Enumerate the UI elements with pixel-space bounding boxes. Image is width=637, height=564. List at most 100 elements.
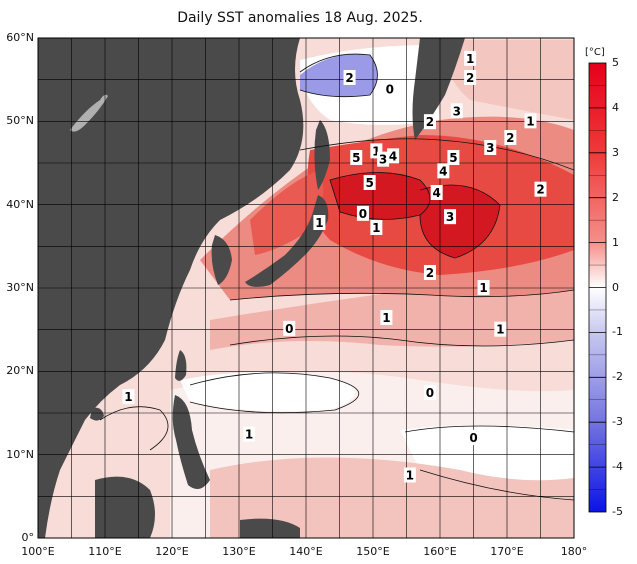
contour-label-box	[350, 150, 363, 165]
contour-label: 4	[437, 163, 450, 179]
contour-label-text: 3	[446, 210, 454, 224]
contour-label-box	[504, 130, 517, 145]
contour-label: 3	[377, 151, 390, 167]
contour-label-box	[423, 265, 436, 280]
contour-label: 1	[370, 220, 383, 235]
contour-label-box	[430, 185, 443, 200]
contour-label-text: 0	[386, 83, 394, 97]
contour-label-box	[403, 467, 416, 483]
contour-label-box	[313, 215, 326, 230]
contour-label-box	[450, 103, 463, 119]
contour-label-box	[383, 81, 396, 97]
contour-label-text: 4	[439, 164, 447, 178]
contour-label: 1	[122, 389, 135, 405]
contour-label-text: 0	[285, 322, 293, 336]
map-frame	[37, 37, 575, 539]
contour-label-text: 2	[466, 71, 474, 85]
contour-label-box	[243, 426, 256, 442]
colorbar-tick-label: 0	[612, 280, 619, 294]
colorbar-tick-label: 5	[612, 56, 619, 69]
lat-tick-label: 40°N	[6, 197, 34, 211]
contour-label: 1	[464, 50, 477, 66]
contour-label: 2	[534, 181, 547, 197]
contour-label-box	[437, 163, 450, 179]
contour-label: 0	[423, 385, 436, 400]
land-newguinea	[240, 518, 300, 538]
lat-tick-label: 0°	[21, 531, 35, 544]
contour-label-text: 3	[486, 141, 494, 155]
contour-label-text: 3	[379, 153, 387, 167]
contour-label: 0	[467, 430, 480, 445]
contour-label: 0	[356, 205, 369, 221]
contour-label-box	[447, 150, 460, 165]
contour-label-text: 4	[389, 149, 397, 163]
contour-label: 0	[383, 81, 396, 97]
ice-island	[70, 94, 108, 132]
anomaly-zone-extreme	[330, 172, 500, 258]
colorbar-tick-label: -2	[612, 370, 623, 384]
contour-label-text: 1	[406, 469, 414, 483]
contour-label: 4	[387, 148, 400, 164]
contour-label-text: 1	[372, 144, 380, 158]
contour-label: 4	[430, 185, 443, 200]
lon-tick-label: 100°E	[21, 545, 55, 558]
land-philippines	[172, 395, 210, 489]
contour-label-box	[477, 280, 490, 295]
contour-label-box	[343, 70, 356, 85]
contour-label-text: 1	[245, 428, 253, 442]
contour-label-text: 5	[352, 151, 360, 165]
lon-tick-label: 180°	[560, 545, 588, 558]
contour-label-box	[370, 220, 383, 235]
contour-label-box	[423, 114, 436, 130]
contour-label: 5	[447, 150, 460, 165]
land-taiwan	[175, 350, 187, 381]
contour-label: 2	[423, 265, 436, 280]
contour-label-text: 1	[315, 216, 323, 230]
lon-tick-label: 140°E	[289, 545, 323, 558]
contour-label-text: 1	[526, 114, 534, 128]
contour-label: 1	[380, 310, 393, 325]
lat-tick-label: 30°N	[6, 281, 34, 294]
contour-label-text: 2	[536, 183, 544, 197]
contour-label-box	[387, 148, 400, 164]
contour-label: 3	[444, 209, 457, 225]
contour-label: 0	[283, 320, 296, 336]
contour-label-box	[356, 205, 369, 221]
contour-label-text: 0	[469, 431, 477, 445]
contour-label: 2	[464, 70, 477, 85]
contour-label-box	[380, 310, 393, 325]
contour-label-text: 3	[453, 104, 461, 118]
colorbar-tick-label: -5	[612, 505, 623, 518]
lon-tick-label: 120°E	[155, 545, 189, 558]
colorbar-tick-label: 2	[612, 190, 619, 204]
contour-label-text: 5	[365, 176, 373, 190]
contour-label-text: 1	[466, 52, 474, 66]
contour-label-text: 5	[449, 151, 457, 165]
anomaly-zone-warm-east	[210, 457, 574, 538]
contour-label-box	[283, 320, 296, 336]
contour-label-box	[377, 151, 390, 167]
lon-tick-label: 170°E	[490, 545, 524, 558]
contour-label: 3	[484, 140, 497, 155]
contour-label-box	[363, 175, 376, 190]
lon-tick-label: 110°E	[88, 545, 122, 558]
lon-tick-label: 150°E	[356, 545, 390, 558]
contour-label-box	[524, 113, 537, 129]
contour-label: 1	[524, 113, 537, 129]
contour-label-box	[122, 389, 135, 405]
contour-label-text: 1	[479, 281, 487, 295]
contour-label-box	[464, 70, 477, 85]
land-borneo	[95, 476, 155, 538]
contour-label: 1	[403, 467, 416, 483]
colorbar-tick-label: -1	[612, 325, 623, 339]
anomaly-zone-cold	[300, 54, 378, 97]
contour-label: 1	[243, 426, 256, 442]
contour-label-text: 4	[432, 186, 440, 200]
contour-label-box	[464, 50, 477, 66]
lon-tick-label: 130°E	[222, 545, 256, 558]
colorbar-tick-label: 4	[612, 100, 619, 114]
contour-label-text: 2	[426, 115, 434, 129]
contour-label-box	[444, 209, 457, 225]
anomaly-zone-japan-sea	[250, 170, 324, 255]
contour-label-text: 1	[372, 221, 380, 235]
